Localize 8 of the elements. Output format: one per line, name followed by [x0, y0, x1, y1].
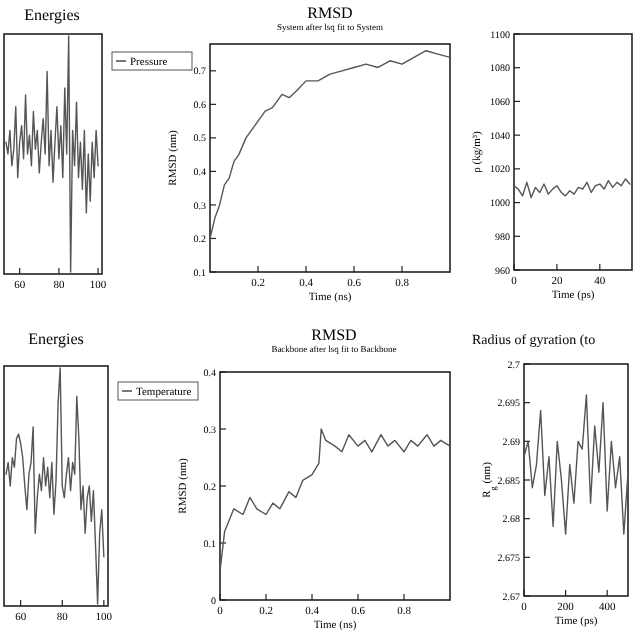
chart-title: Energies — [24, 6, 80, 24]
line-series — [513, 178, 631, 199]
line-series — [219, 428, 451, 573]
line-series — [209, 50, 451, 240]
chart-title: RMSD — [307, 4, 354, 22]
line-series — [523, 394, 629, 535]
chart-title: RMSD — [311, 326, 358, 344]
chart-title: Energies — [28, 330, 84, 348]
